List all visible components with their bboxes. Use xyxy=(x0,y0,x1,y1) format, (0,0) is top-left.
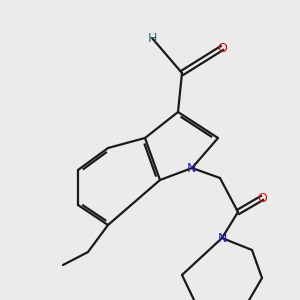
Text: O: O xyxy=(217,41,227,55)
Text: H: H xyxy=(147,32,157,44)
Text: O: O xyxy=(257,191,267,205)
Text: N: N xyxy=(217,232,227,244)
Text: N: N xyxy=(186,161,196,175)
